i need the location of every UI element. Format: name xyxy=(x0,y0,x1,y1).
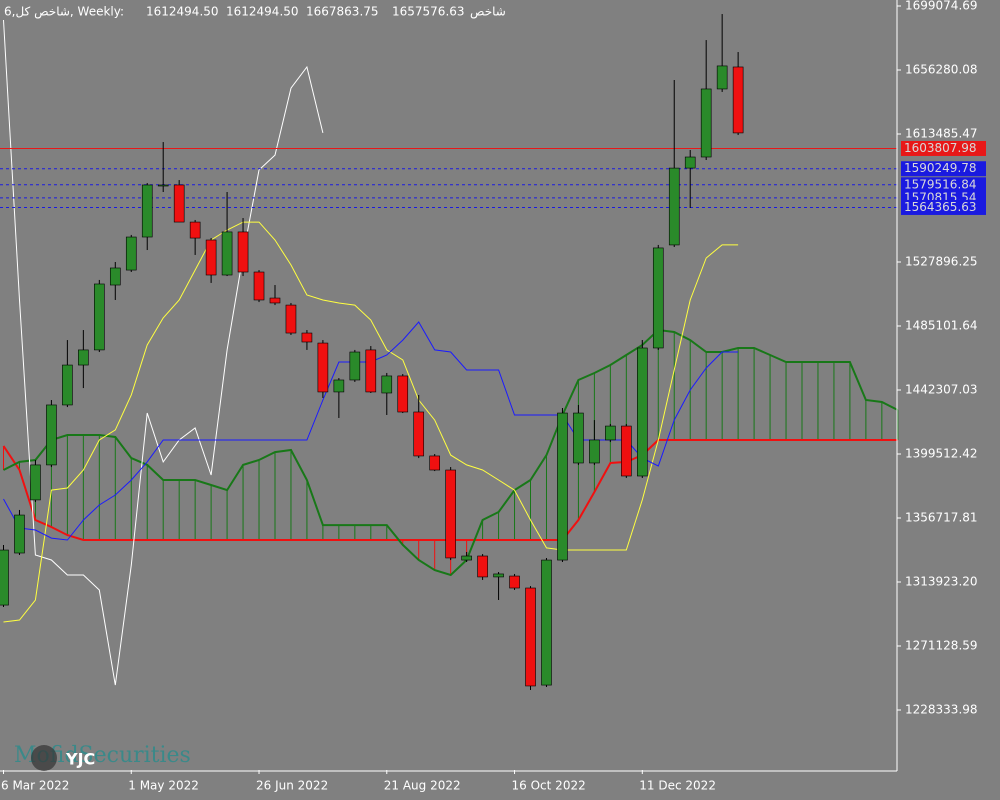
candle-body xyxy=(557,412,568,561)
candle-body xyxy=(349,351,361,381)
x-tick-label: 6 Mar 2022 xyxy=(1,779,69,793)
candle-body xyxy=(397,375,409,413)
y-tick-label: 1613485.47 xyxy=(905,126,978,140)
y-tick-label: 1656280.08 xyxy=(905,63,978,77)
candle-body xyxy=(269,297,281,304)
level-label-box xyxy=(901,161,986,177)
candle-body xyxy=(700,88,712,158)
x-tick-label: 21 Aug 2022 xyxy=(384,779,461,793)
candle-body xyxy=(652,247,664,349)
candle-body xyxy=(125,236,137,271)
candle-body xyxy=(381,375,393,394)
candle-body xyxy=(333,379,345,393)
plot-area xyxy=(0,14,899,691)
candle-body xyxy=(541,559,552,686)
candle-body xyxy=(365,349,377,393)
candle-body xyxy=(317,342,329,393)
candle-body xyxy=(732,66,744,134)
candle-body xyxy=(94,283,105,351)
candle-body xyxy=(62,364,73,406)
candle-body xyxy=(221,231,233,276)
level-label-box xyxy=(901,140,986,156)
candle-body xyxy=(253,271,265,301)
header-close: 1657576.63 xyxy=(392,5,465,19)
candle-body xyxy=(189,221,201,239)
candle-body xyxy=(445,469,456,559)
candle-body xyxy=(493,573,504,578)
candle-body xyxy=(589,439,600,464)
candle-body xyxy=(573,412,584,464)
header-high: 1612494.50 xyxy=(226,5,299,19)
y-tick-label: 1527896.25 xyxy=(905,254,978,268)
candle-body xyxy=(716,65,728,90)
y-tick-label: 1399512.42 xyxy=(905,446,978,460)
y-tick-label: 1485101.64 xyxy=(905,318,978,332)
y-tick-label: 1271128.59 xyxy=(905,638,978,652)
y-tick-label: 1699074.69 xyxy=(905,0,978,13)
candle-body xyxy=(636,347,648,477)
watermark-logo: YJC xyxy=(65,750,95,769)
cloud-span-a xyxy=(3,328,899,577)
level-label: 1579516.84 xyxy=(904,177,977,191)
candle-body xyxy=(157,184,169,187)
y-tick-label: 1442307.03 xyxy=(905,382,978,396)
x-tick-label: 1 May 2022 xyxy=(128,779,199,793)
candle-body xyxy=(285,304,297,334)
x-tick-label: 16 Oct 2022 xyxy=(512,779,586,793)
candle-body xyxy=(109,267,121,286)
x-tick-label: 26 Jun 2022 xyxy=(256,779,328,793)
candle-body xyxy=(525,587,536,687)
candle-body xyxy=(509,575,520,589)
candle-body xyxy=(205,239,217,276)
y-tick-label: 1356717.81 xyxy=(905,510,978,524)
candle-body xyxy=(461,555,472,561)
candle-body xyxy=(684,156,696,169)
x-tick-label: 11 Dec 2022 xyxy=(639,779,716,793)
chart-title: 6,شاخص کل, Weekly: xyxy=(4,5,124,20)
candle-body xyxy=(477,555,488,578)
level-label-box xyxy=(901,199,986,215)
candle-body xyxy=(14,514,25,554)
candle-body xyxy=(78,349,89,366)
candle-body xyxy=(237,231,249,273)
candle-body xyxy=(173,184,185,223)
candle-body xyxy=(141,184,153,238)
header-open: 1612494.50 xyxy=(146,5,219,19)
candle-body xyxy=(0,549,9,606)
level-label: 1590249.78 xyxy=(904,161,977,175)
y-tick-label: 1313923.20 xyxy=(905,574,978,588)
candle-body xyxy=(30,464,41,501)
candle-body xyxy=(621,425,632,477)
y-tick-label: 1228333.98 xyxy=(905,702,978,716)
level-label: 1564365.63 xyxy=(904,200,977,214)
level-label: 1603807.98 xyxy=(904,141,977,155)
candle-body xyxy=(46,404,57,466)
candle-body xyxy=(301,332,313,343)
indicator-line xyxy=(3,19,324,686)
candle-body xyxy=(668,167,680,246)
candle-body xyxy=(413,411,425,457)
level-label-box xyxy=(901,177,986,193)
header-low: 1667863.75 xyxy=(306,5,379,19)
candle-body xyxy=(605,425,616,441)
watermark-logo-mark xyxy=(31,745,57,771)
indicator-label: شاخص xyxy=(470,5,506,20)
indicator-line xyxy=(3,221,739,623)
candle-body xyxy=(429,455,440,471)
